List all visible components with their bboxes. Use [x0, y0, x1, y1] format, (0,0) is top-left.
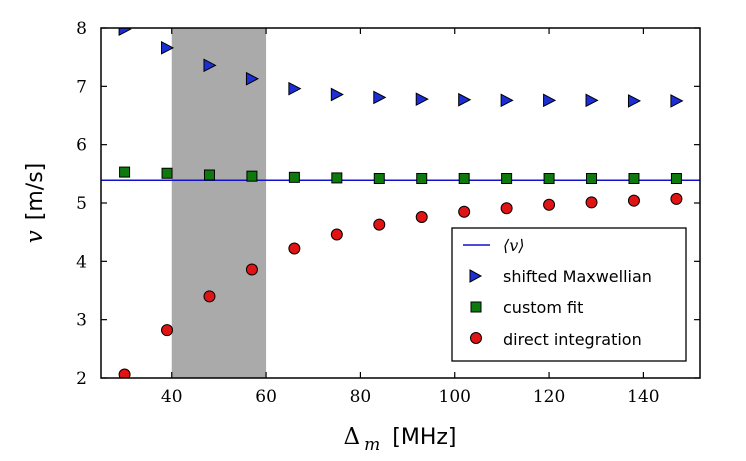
legend-customfit-label: custom fit — [503, 298, 583, 317]
x-axis-unit: [MHz] — [392, 425, 456, 450]
legend-direct-marker — [470, 332, 482, 344]
data-point-custom-fit-12 — [628, 173, 640, 184]
y-axis-label: v [m/s] — [22, 163, 48, 243]
ticks-layer: 40 60 80 100 120 140 2 3 4 5 6 7 8 — [76, 19, 700, 407]
data-point-shifted-maxwellian-10 — [543, 93, 557, 108]
data-point-shifted-maxwellian-12 — [627, 94, 642, 108]
legend-maxwellian-marker — [469, 269, 483, 283]
y-tick-label: 5 — [76, 194, 87, 214]
data-point-shifted-maxwellian-1 — [161, 41, 175, 55]
y-axis-symbol: v — [22, 230, 48, 243]
data-point-custom-fit-10 — [543, 173, 555, 184]
data-point-shifted-maxwellian-8 — [458, 92, 472, 107]
legend-maxwellian-label: shifted Maxwellian — [503, 267, 652, 286]
x-tick-label: 80 — [350, 387, 372, 407]
data-point-direct-integration-12 — [627, 194, 640, 207]
plot-layer — [101, 28, 700, 378]
data-point-direct-integration-2 — [203, 290, 216, 303]
data-point-custom-fit-9 — [501, 173, 513, 184]
data-point-shifted-maxwellian-7 — [415, 92, 429, 106]
data-point-direct-integration-1 — [161, 324, 174, 337]
y-tick-label: 3 — [76, 311, 87, 331]
data-point-direct-integration-10 — [543, 198, 556, 211]
y-tick-label: 4 — [76, 252, 87, 272]
data-point-shifted-maxwellian-0 — [118, 28, 132, 36]
data-point-shifted-maxwellian-11 — [585, 93, 599, 108]
data-point-custom-fit-6 — [373, 173, 385, 184]
data-point-custom-fit-13 — [670, 173, 682, 184]
x-tick-label: 60 — [255, 387, 277, 407]
shaded-region — [171, 28, 267, 378]
data-point-direct-integration-13 — [670, 192, 683, 205]
legend-mean-label: ⟨v⟩ — [503, 236, 525, 255]
data-point-custom-fit-3 — [246, 170, 258, 182]
data-point-direct-integration-8 — [458, 205, 471, 218]
data-point-shifted-maxwellian-4 — [288, 81, 302, 96]
x-axis-label: Δ m [MHz] — [344, 424, 457, 455]
x-tick-label: 140 — [627, 387, 659, 407]
x-tick-label: 120 — [533, 387, 565, 407]
data-point-direct-integration-6 — [373, 218, 386, 231]
data-point-custom-fit-0 — [119, 166, 131, 178]
y-tick-label: 6 — [76, 136, 87, 156]
data-point-custom-fit-7 — [416, 173, 428, 184]
data-point-direct-integration-3 — [245, 263, 258, 276]
y-tick-label: 7 — [76, 77, 87, 97]
data-point-direct-integration-4 — [288, 242, 301, 255]
legend-direct-label: direct integration — [503, 330, 642, 349]
data-point-shifted-maxwellian-9 — [500, 93, 514, 108]
data-point-shifted-maxwellian-6 — [373, 90, 387, 105]
data-point-direct-integration-0 — [118, 368, 131, 378]
data-point-shifted-maxwellian-3 — [245, 71, 260, 86]
data-point-custom-fit-4 — [288, 171, 300, 183]
legend: ⟨v⟩ shifted Maxwellian custom fit direct… — [451, 227, 687, 362]
data-point-custom-fit-5 — [331, 172, 343, 184]
data-point-shifted-maxwellian-13 — [670, 94, 684, 108]
x-tick-label: 100 — [439, 387, 471, 407]
data-point-shifted-maxwellian-5 — [330, 87, 344, 102]
data-point-custom-fit-8 — [458, 173, 470, 184]
legend-customfit-marker — [470, 301, 482, 313]
y-axis-unit: [m/s] — [23, 163, 48, 220]
x-axis-symbol: Δ — [344, 424, 361, 450]
data-point-direct-integration-5 — [330, 228, 343, 241]
x-axis-subscript: m — [364, 435, 380, 455]
data-point-direct-integration-9 — [500, 202, 513, 215]
y-tick-label: 8 — [76, 19, 87, 39]
legend-box — [451, 227, 687, 362]
data-point-custom-fit-11 — [586, 173, 598, 184]
data-point-direct-integration-11 — [585, 196, 598, 209]
data-point-shifted-maxwellian-2 — [203, 58, 217, 73]
data-point-custom-fit-1 — [161, 167, 173, 179]
x-tick-label: 40 — [161, 387, 183, 407]
y-tick-label: 2 — [76, 369, 87, 389]
data-point-direct-integration-7 — [415, 211, 428, 223]
data-point-custom-fit-2 — [203, 169, 215, 181]
